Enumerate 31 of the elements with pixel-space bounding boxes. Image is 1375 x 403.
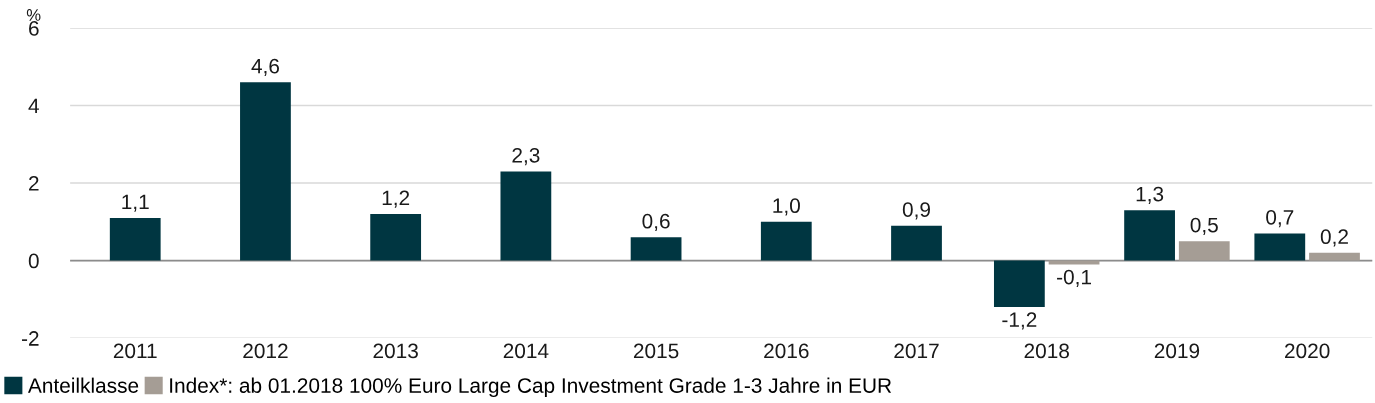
data-label: 0,2 [1320, 229, 1348, 247]
x-tick-label: 2012 [243, 343, 288, 359]
data-label: 1,3 [1136, 186, 1164, 204]
data-label: 0,6 [642, 213, 670, 232]
x-tick-label: 2015 [633, 343, 679, 359]
data-label: 1,0 [773, 198, 800, 216]
legend-label: Anteilklasse [27, 377, 139, 393]
x-tick-label: 2019 [1154, 343, 1200, 359]
y-tick-label: 6 [29, 21, 39, 36]
x-tick-label: 2014 [503, 343, 549, 359]
x-tick-label: 2011 [113, 343, 157, 359]
data-label: -1,2 [1002, 312, 1037, 330]
data-label: 2,3 [512, 147, 540, 166]
x-tick-label: 2018 [1024, 343, 1069, 359]
x-tick-label: 2020 [1285, 343, 1330, 359]
x-tick-label: 2013 [373, 343, 418, 359]
data-label: 4,6 [251, 58, 280, 76]
y-tick-label: 0 [28, 253, 39, 269]
y-tick-label: -2 [21, 331, 39, 346]
data-label: 1,2 [382, 190, 410, 208]
y-tick-label: 4 [28, 98, 39, 114]
x-tick-label: 2016 [764, 343, 809, 359]
data-label: 0,9 [902, 202, 930, 220]
legend-label: Index*: ab 01.2018 100% Euro Large Cap Investment Grade 1-3 Jahre in EUR [170, 377, 892, 398]
y-axis-title: % [26, 9, 41, 21]
x-tick-label: 2017 [894, 343, 939, 359]
y-tick-label: 2 [29, 176, 39, 191]
data-label: 1,1 [122, 194, 149, 212]
data-label: 0,5 [1190, 217, 1218, 235]
data-label: 0,7 [1266, 209, 1294, 228]
data-label: -0,1 [1057, 269, 1091, 287]
